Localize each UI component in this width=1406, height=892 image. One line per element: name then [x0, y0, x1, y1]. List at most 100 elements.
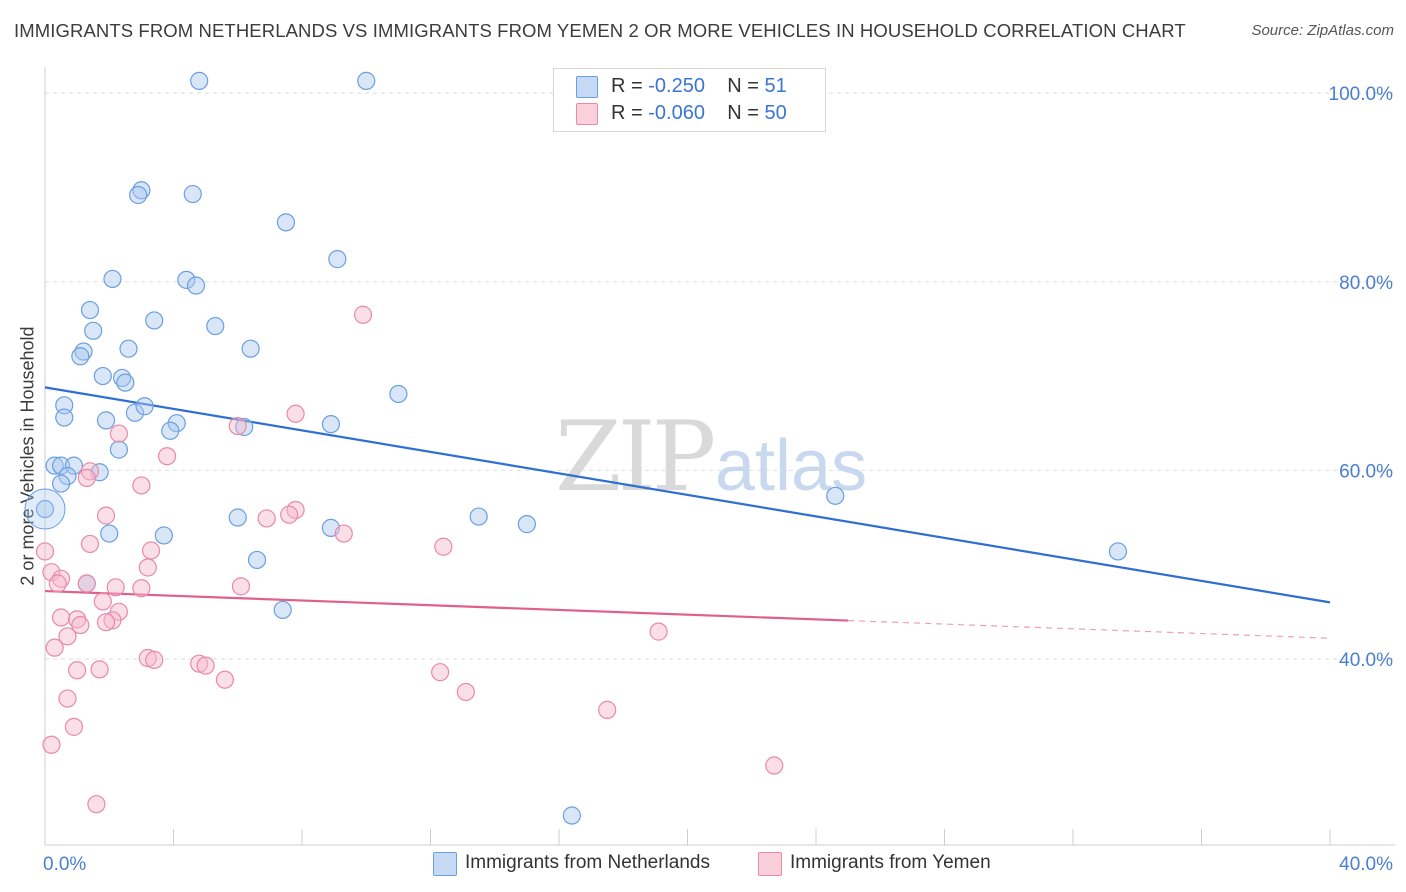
- netherlands-point-large: [24, 488, 66, 530]
- r-value: -0.060: [648, 102, 705, 124]
- series-legend: Immigrants from Netherlands Immigrants f…: [0, 852, 1406, 876]
- netherlands-point: [241, 339, 260, 358]
- yemen-point: [649, 622, 668, 641]
- netherlands-point: [145, 311, 164, 330]
- netherlands-point: [51, 456, 71, 475]
- legend-swatch-yemen: [576, 103, 598, 125]
- netherlands-point: [125, 403, 145, 422]
- netherlands-point: [161, 421, 180, 440]
- legend-swatch-netherlands: [433, 852, 457, 876]
- yemen-point: [228, 416, 247, 436]
- legend-text-yemen: R = -0.060 N = 50: [611, 102, 787, 125]
- yemen-point: [48, 574, 67, 593]
- netherlands-point: [321, 415, 341, 434]
- source-label: Source: ZipAtlas.com: [1251, 22, 1394, 39]
- yemen-point: [138, 648, 157, 668]
- yemen-point: [58, 627, 77, 646]
- netherlands-point: [93, 366, 112, 386]
- yemen-point: [132, 476, 151, 495]
- legend-swatch-yemen: [758, 852, 782, 876]
- yemen-point: [598, 700, 617, 719]
- yemen-point: [138, 558, 157, 577]
- netherlands-point: [228, 508, 247, 527]
- yemen-point: [93, 592, 112, 611]
- legend-label-netherlands: Immigrants from Netherlands: [465, 852, 710, 873]
- netherlands-point: [328, 250, 347, 269]
- trend-line-extension-yemen: [848, 619, 1331, 639]
- n-label: N =: [727, 75, 759, 97]
- netherlands-point: [135, 397, 154, 416]
- yemen-point: [456, 682, 475, 702]
- netherlands-point: [71, 347, 90, 366]
- netherlands-point: [186, 276, 206, 295]
- yemen-point: [64, 717, 84, 736]
- yemen-point: [231, 577, 251, 596]
- yemen-point: [765, 756, 784, 775]
- legend-text-netherlands: R = -0.250 N = 51: [611, 75, 787, 98]
- netherlands-point: [190, 71, 209, 90]
- yemen-point: [157, 447, 177, 466]
- yemen-point: [434, 537, 453, 556]
- yemen-point: [280, 505, 299, 524]
- yemen-point: [90, 660, 109, 679]
- netherlands-point: [35, 499, 55, 519]
- r-label: R =: [611, 102, 643, 124]
- x-tick-label: 0.0%: [43, 854, 86, 875]
- yemen-point: [190, 654, 209, 673]
- watermark-atlas: atlas: [715, 426, 867, 506]
- yemen-point: [103, 611, 122, 630]
- yemen-point: [215, 670, 234, 689]
- legend-label-yemen: Immigrants from Yemen: [790, 852, 991, 873]
- r-label: R =: [611, 75, 643, 97]
- legend-swatch-netherlands: [576, 76, 598, 98]
- netherlands-point: [357, 71, 376, 90]
- r-value: -0.250: [648, 75, 705, 97]
- netherlands-point: [103, 269, 122, 289]
- yemen-point: [51, 608, 71, 627]
- netherlands-point: [84, 321, 103, 340]
- trend-line-netherlands: [44, 386, 1331, 604]
- yemen-point: [45, 638, 64, 657]
- x-tick-label: 40.0%: [1339, 854, 1393, 875]
- netherlands-point: [45, 456, 64, 475]
- yemen-point: [132, 579, 151, 598]
- chart-title: IMMIGRANTS FROM NETHERLANDS VS IMMIGRANT…: [14, 20, 1186, 41]
- yemen-point: [77, 468, 96, 488]
- watermark: ZIP atlas: [555, 401, 867, 513]
- axes: [44, 67, 1395, 846]
- yemen-point: [42, 735, 61, 754]
- y-tick-label: 60.0%: [1339, 461, 1393, 482]
- yemen-point: [96, 613, 116, 632]
- yemen-point: [353, 305, 373, 324]
- n-value: 51: [764, 75, 787, 97]
- yemen-point: [145, 650, 164, 670]
- netherlands-point: [183, 184, 202, 204]
- netherlands-point: [100, 524, 119, 543]
- yemen-point: [196, 656, 215, 675]
- netherlands-point: [469, 507, 488, 526]
- netherlands-point: [116, 373, 135, 392]
- netherlands-point: [177, 270, 196, 289]
- gridlines: [45, 92, 1395, 660]
- netherlands-point: [276, 213, 296, 232]
- netherlands-point: [80, 300, 100, 320]
- yemen-point: [68, 610, 87, 629]
- yemen-point: [141, 541, 161, 560]
- netherlands-point: [167, 414, 186, 433]
- yemen-point: [334, 524, 353, 543]
- y-tick-label: 80.0%: [1339, 273, 1393, 294]
- yemen-point: [80, 534, 100, 554]
- tick-labels: 100.0% 80.0% 60.0% 40.0% 0.0% 40.0%: [43, 84, 1393, 875]
- netherlands-point: [96, 411, 116, 430]
- correlation-legend: R = -0.250 N = 51 R = -0.060 N = 50: [553, 68, 826, 132]
- netherlands-point: [562, 806, 581, 825]
- yemen-point: [58, 689, 77, 708]
- n-label: N =: [727, 102, 759, 124]
- yemen-point: [106, 578, 125, 597]
- y-tick-label: 40.0%: [1339, 650, 1393, 671]
- netherlands-point: [273, 600, 292, 620]
- yemen-point: [42, 563, 61, 582]
- netherlands-point: [109, 440, 128, 459]
- netherlands-point: [64, 456, 84, 475]
